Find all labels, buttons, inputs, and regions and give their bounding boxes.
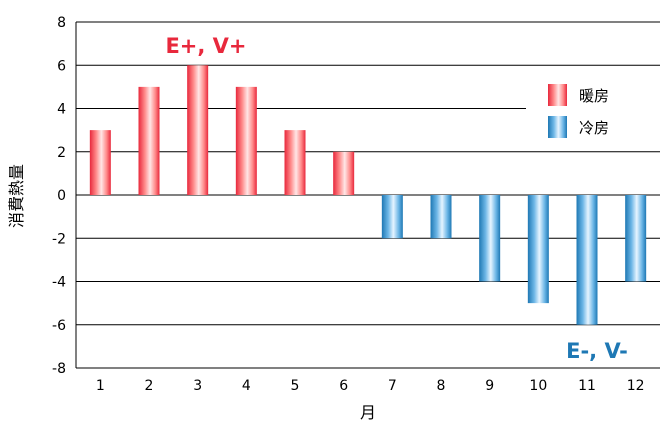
x-tick-label: 8 [437, 378, 446, 394]
bar-heating [187, 65, 209, 195]
bar-heating [284, 130, 306, 195]
bar-heating [235, 86, 257, 195]
y-tick-label: 6 [57, 58, 66, 74]
x-tick-label: 4 [242, 378, 251, 394]
x-tick-label: 1 [96, 378, 105, 394]
x-tick-label: 10 [529, 378, 547, 394]
bar-cooling [479, 195, 501, 282]
bar-cooling [527, 195, 549, 304]
x-tick-label: 5 [291, 378, 300, 394]
y-tick-label: 8 [57, 15, 66, 31]
y-tick-label: -2 [52, 231, 66, 247]
annotation-cooling: E-, V- [566, 339, 628, 363]
legend-label-cooling: 冷房 [579, 119, 609, 137]
bar-cooling [625, 195, 647, 282]
x-tick-label: 3 [193, 378, 202, 394]
y-tick-label: -6 [52, 318, 66, 334]
x-tick-label: 2 [145, 378, 154, 394]
legend: 暖房 冷房 [526, 79, 660, 148]
y-tick-label: 0 [57, 188, 66, 204]
legend-label-heating: 暖房 [579, 87, 609, 105]
y-tick-label: -8 [52, 361, 66, 377]
annotation-heating: E+, V+ [165, 34, 246, 58]
y-tick-label: 2 [57, 145, 66, 161]
x-tick-label: 11 [578, 378, 596, 394]
x-tick-label: 6 [339, 378, 348, 394]
x-axis-label: 月 [360, 403, 376, 422]
y-tick-label: 4 [57, 102, 66, 118]
x-tick-label: 12 [627, 378, 645, 394]
bar-heating [138, 86, 160, 195]
bar-cooling [430, 195, 452, 239]
bar-heating [89, 130, 111, 195]
y-axis-label: 消費熱量 [7, 164, 26, 228]
legend-swatch-cooling [548, 116, 567, 138]
x-tick-label: 7 [388, 378, 397, 394]
bar-heating [333, 151, 355, 195]
x-tick-label: 9 [485, 378, 494, 394]
bar-cooling [381, 195, 403, 239]
bar-cooling [576, 195, 598, 325]
legend-swatch-heating [548, 84, 567, 106]
y-tick-label: -4 [52, 275, 66, 291]
